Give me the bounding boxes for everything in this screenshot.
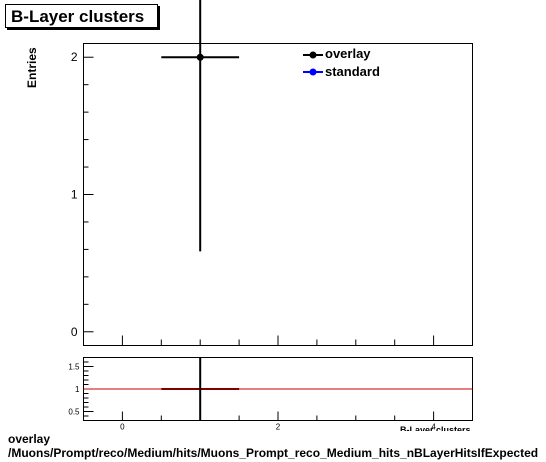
y-axis-label: Entries (25, 47, 39, 88)
ratio-x-tick-label: 4 (431, 423, 436, 432)
legend-marker-standard (309, 68, 317, 76)
ratio-tick-labels: 0.5 1 1.5 0 2 4 (68, 363, 436, 432)
legend-markers (303, 51, 323, 76)
chart-title: B-Layer clusters (5, 4, 158, 28)
ratio-ticks (83, 357, 435, 421)
x-axis-label: B-Layer clusters (400, 426, 471, 431)
ratio-y-tick-label: 0.5 (68, 408, 80, 417)
ratio-y-tick-label: 1.5 (68, 363, 80, 372)
main-plot-frame (83, 43, 473, 346)
main-ticks (83, 56, 435, 346)
main-tick-labels: 0 1 2 (71, 50, 78, 339)
footer-line-1: overlay (8, 432, 51, 446)
main-data (161, 0, 240, 252)
legend-marker-overlay (309, 51, 317, 59)
y-tick-label: 2 (71, 50, 78, 64)
footer-line-2: /Muons/Prompt/reco/Medium/hits/Muons_Pro… (8, 446, 539, 460)
ratio-data (83, 357, 473, 421)
ratio-y-tick-label: 1 (75, 385, 80, 394)
ratio-x-tick-label: 2 (276, 423, 281, 432)
legend-label-standard: standard (325, 64, 380, 79)
ratio-x-tick-label: 0 (120, 423, 125, 432)
y-tick-label: 1 (71, 188, 78, 202)
y-tick-label: 0 (71, 325, 78, 339)
legend-label-overlay: overlay (325, 46, 371, 61)
overlay-point (196, 53, 204, 61)
